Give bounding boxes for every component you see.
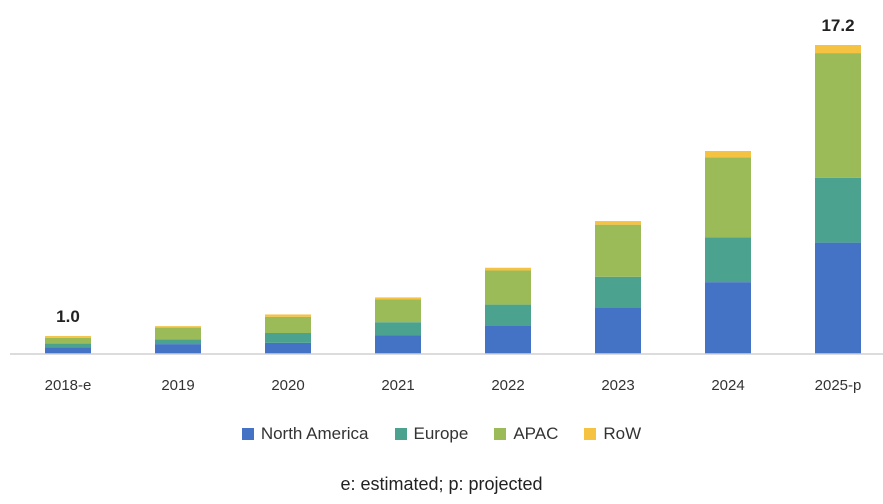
- x-tick-labels: 2018-e 2019 2020 2021 2022 2023 2024 2025-p: [45, 377, 862, 394]
- legend-swatch: [494, 428, 507, 440]
- legend-label: Europe: [413, 424, 469, 443]
- data-labels: 1.0 17.2: [56, 16, 854, 326]
- x-tick-label: 2020: [271, 377, 304, 394]
- footnote: e: estimated; p: projected: [340, 474, 543, 494]
- bar-segment-apac-2023: [595, 224, 641, 277]
- bar-segment-apac-2025-p: [815, 53, 861, 178]
- x-tick-label: 2019: [161, 377, 194, 394]
- data-label: 1.0: [56, 307, 80, 326]
- x-tick-label: 2018-e: [45, 377, 92, 394]
- bar-segment-north-america-2020: [265, 342, 311, 354]
- bar-segment-apac-2018-e: [45, 337, 91, 344]
- x-tick-label: 2024: [711, 377, 744, 394]
- bar-segment-europe-2022: [485, 304, 531, 326]
- stacked-bar-chart: 2018-e 2019 2020 2021 2022 2023 2024 2025-p 1.0…: [10, 16, 883, 394]
- bar-segment-europe-2020: [265, 332, 311, 343]
- bar-segment-north-america-2021: [375, 335, 421, 354]
- bar-segment-row-2023: [595, 221, 641, 225]
- x-tick-label: 2023: [601, 377, 634, 394]
- bar-segment-europe-2024: [705, 237, 751, 283]
- bar-segment-apac-2024: [705, 157, 751, 238]
- x-tick-label: 2025-p: [815, 377, 862, 394]
- data-label: 17.2: [821, 16, 854, 35]
- bar-segment-north-america-2025-p: [815, 242, 861, 354]
- bar-segment-north-america-2024: [705, 282, 751, 354]
- bar-segment-row-2025-p: [815, 45, 861, 54]
- bar-segment-apac-2022: [485, 270, 531, 305]
- bar-segment-apac-2019: [155, 327, 201, 340]
- bar-segment-north-america-2023: [595, 307, 641, 354]
- legend-swatch: [584, 428, 597, 440]
- bar-segment-row-2024: [705, 150, 751, 158]
- legend-item-row: RoW: [584, 424, 641, 444]
- bar-segment-row-2021: [375, 297, 421, 300]
- bar-segment-europe-2025-p: [815, 177, 861, 243]
- legend-item-north-america: North America: [241, 424, 369, 444]
- legend-label: APAC: [513, 424, 559, 443]
- bar-segment-europe-2019: [155, 339, 201, 345]
- bar-segment-apac-2021: [375, 299, 421, 323]
- bar-segment-north-america-2018-e: [45, 347, 91, 354]
- bar-segment-row-2018-e: [45, 336, 91, 338]
- bar-segment-row-2019: [155, 326, 201, 328]
- bar-segment-north-america-2022: [485, 325, 531, 354]
- legend-label: RoW: [603, 424, 642, 443]
- bar-segment-row-2020: [265, 314, 311, 317]
- x-tick-label: 2022: [491, 377, 524, 394]
- bar-segment-europe-2023: [595, 276, 641, 308]
- bar-segment-row-2022: [485, 267, 531, 271]
- legend: North America Europe APAC RoW: [0, 424, 883, 444]
- bar-segment-north-america-2019: [155, 344, 201, 354]
- bar-group: [45, 45, 861, 354]
- bar-segment-europe-2018-e: [45, 343, 91, 348]
- legend-label: North America: [260, 424, 369, 443]
- bar-segment-apac-2020: [265, 316, 311, 333]
- bar-segment-europe-2021: [375, 322, 421, 336]
- legend-item-europe: Europe: [394, 424, 469, 444]
- legend-swatch: [241, 428, 254, 440]
- x-tick-label: 2021: [381, 377, 414, 394]
- legend-swatch: [394, 428, 407, 440]
- legend-item-apac: APAC: [494, 424, 558, 444]
